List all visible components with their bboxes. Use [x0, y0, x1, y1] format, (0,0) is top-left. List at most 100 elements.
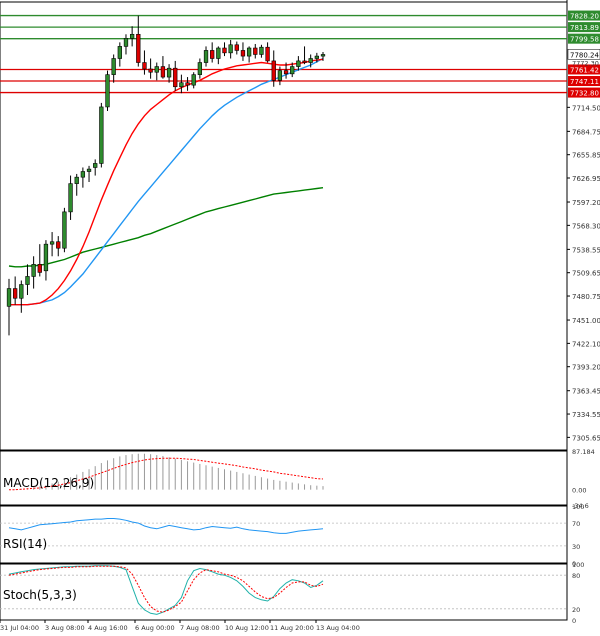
y-tick-label: 7363.45	[572, 388, 600, 396]
x-tick-label: 6 Aug 00:00	[135, 624, 175, 632]
y-tick-label: 7305.65	[572, 434, 600, 442]
candle-body	[80, 171, 86, 178]
candle-body	[240, 50, 246, 57]
stoch-tick-label: 20	[572, 606, 580, 614]
macd-signal-line	[9, 457, 324, 491]
x-tick-label: 3 Aug 08:00	[45, 624, 85, 632]
x-tick-label: 13 Aug 04:00	[316, 624, 360, 632]
stoch-d-line	[8, 565, 324, 613]
panel-frame-main	[0, 1, 568, 451]
stoch-title: Stoch(5,3,3)	[3, 588, 77, 602]
y-tick-label: 7655.85	[572, 152, 600, 160]
level-label-box	[568, 76, 600, 87]
level-label: 7761.42	[570, 66, 599, 74]
current-price-box	[567, 49, 600, 60]
macd-tick-label: -34.6	[572, 502, 589, 510]
candle-body	[142, 62, 147, 70]
current-price-label: 7780.24	[570, 51, 599, 59]
level-label-box	[568, 87, 600, 98]
y-tick-label: 7568.30	[572, 222, 600, 230]
candle-body	[123, 38, 129, 47]
candle-body	[246, 47, 252, 57]
stoch-k-line	[8, 565, 324, 615]
y-tick-label: 7684.75	[572, 128, 600, 136]
candle-body	[320, 54, 326, 57]
level-label: 7828.20	[570, 13, 599, 21]
candle-body	[234, 44, 239, 51]
candle-body	[166, 67, 172, 78]
panel-frame-sto	[0, 563, 568, 621]
rsi-tick-label: 100	[572, 503, 584, 511]
candle-body	[265, 46, 270, 62]
axis-area	[567, 0, 600, 636]
price-partial-label: 7772.30	[572, 59, 599, 67]
candle-body	[314, 55, 319, 59]
candle-body	[117, 46, 122, 59]
candle-body	[259, 46, 264, 55]
candle-body	[105, 74, 110, 108]
level-label-box	[568, 64, 600, 75]
candle-body	[277, 70, 283, 81]
y-tick-label: 7509.65	[572, 270, 600, 278]
rsi-tick-label: 70	[572, 520, 580, 528]
y-tick-label: 7422.10	[572, 340, 600, 348]
candle-body	[228, 44, 233, 54]
macd-title: MACD(12,26,9)	[3, 476, 94, 490]
candle-body	[179, 82, 184, 88]
y-tick-label: 7538.55	[572, 246, 600, 254]
candle-body	[216, 47, 221, 59]
x-tick-label: 7 Aug 08:00	[180, 624, 220, 632]
level-label-box	[568, 10, 600, 21]
candle-body	[296, 60, 301, 67]
candle-body	[111, 58, 116, 75]
candle-body	[49, 241, 55, 245]
candle-body	[271, 60, 276, 81]
y-tick-label: 7451.00	[572, 317, 600, 325]
level-label: 7799.58	[570, 36, 599, 44]
level-label: 7813.89	[570, 24, 599, 32]
candle-body	[222, 47, 227, 54]
candle-body	[56, 241, 61, 249]
y-tick-label: 7597.20	[572, 199, 600, 207]
candle-body	[25, 276, 30, 285]
candle-body	[62, 211, 67, 249]
candle-body	[129, 33, 135, 39]
macd-tick-label: 0.00	[572, 487, 586, 495]
candle-body	[93, 163, 98, 168]
candle-body	[99, 106, 104, 164]
candle-body	[19, 284, 24, 299]
candle-body	[173, 67, 178, 88]
candle-body	[37, 264, 42, 273]
candle-body	[302, 60, 307, 63]
candle-body	[283, 70, 289, 75]
ma-slow-line	[8, 187, 324, 268]
candle-body	[154, 66, 159, 73]
candle-body	[185, 82, 190, 86]
candle-body	[308, 58, 313, 63]
candle-body	[148, 68, 153, 73]
stoch-tick-label: 0	[572, 617, 576, 625]
ma-fast-line	[9, 58, 324, 306]
candle-body	[136, 33, 141, 63]
stoch-tick-label: 100	[572, 561, 584, 569]
x-tick-label: 31 Jul 04:00	[0, 624, 39, 632]
rsi-tick-label: 30	[572, 543, 580, 551]
rsi-tick-label: 0	[572, 560, 576, 568]
y-tick-label: 7626.95	[572, 175, 600, 183]
candle-body	[210, 50, 215, 59]
y-tick-label: 7334.55	[572, 411, 600, 419]
candle-body	[6, 288, 12, 307]
x-tick-label: 11 Aug 20:00	[270, 624, 314, 632]
candle-body	[74, 176, 79, 184]
candle-body	[160, 66, 166, 78]
candle-body	[43, 243, 49, 272]
candle-body	[13, 288, 18, 299]
macd-tick-label: 87.184	[572, 448, 595, 456]
level-label-box	[568, 33, 600, 44]
x-tick-label: 4 Aug 16:00	[88, 624, 128, 632]
y-tick-label: 7393.20	[572, 364, 600, 372]
candle-body	[290, 66, 295, 75]
stoch-tick-label: 80	[572, 572, 580, 580]
candle-body	[68, 183, 73, 213]
